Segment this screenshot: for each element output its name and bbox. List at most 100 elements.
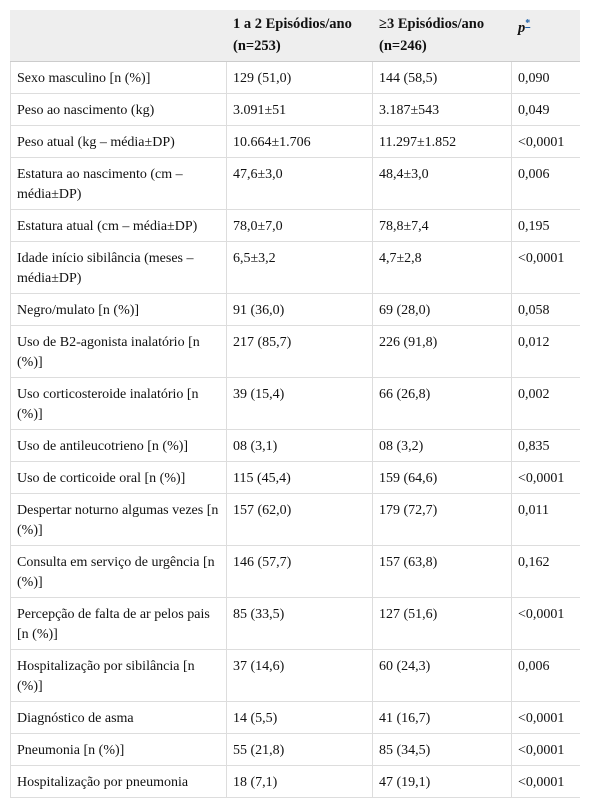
cell: 78,8±7,4 bbox=[372, 209, 512, 242]
cell: 127 (51,6) bbox=[372, 597, 512, 650]
row-label: Peso ao nascimento (kg) bbox=[10, 93, 227, 126]
table-row: Sexo masculino [n (%)] 129 (51,0) 144 (58,… bbox=[10, 61, 580, 94]
row-label: Consulta em serviço de urgência [n (%)] bbox=[10, 545, 227, 598]
cell: 0,049 bbox=[511, 93, 580, 126]
cell: 115 (45,4) bbox=[226, 461, 373, 494]
cell: 159 (64,6) bbox=[372, 461, 512, 494]
cell: 217 (85,7) bbox=[226, 325, 373, 378]
cell: 85 (34,5) bbox=[372, 733, 512, 766]
footnote-link[interactable]: * bbox=[525, 18, 531, 29]
cell: 0,002 bbox=[511, 377, 580, 430]
cell: 48,4±3,0 bbox=[372, 157, 512, 210]
cell: 146 (57,7) bbox=[226, 545, 373, 598]
cell: 85 (33,5) bbox=[226, 597, 373, 650]
header-line: (n=253) bbox=[233, 38, 281, 54]
cell: 41 (16,7) bbox=[372, 701, 512, 734]
cell: 0,011 bbox=[511, 493, 580, 546]
data-table: 1 a 2 Episódios/ano (n=253) ≥3 Episódios/a… bbox=[10, 10, 580, 798]
table-row: Idade início sibilância (meses – média±D… bbox=[10, 241, 580, 294]
header-line: ≥3 Episódios/ano bbox=[379, 16, 485, 32]
header-cell: ≥3 Episódios/ano (n=246) bbox=[372, 10, 512, 62]
cell: 91 (36,0) bbox=[226, 293, 373, 326]
table-row: Diagnóstico de asma 14 (5,5) 41 (16,7) <0,0… bbox=[10, 701, 580, 734]
table-body: Sexo masculino [n (%)] 129 (51,0) 144 (58,… bbox=[10, 61, 580, 798]
row-label: Hospitalização por sibilância [n (%)] bbox=[10, 649, 227, 702]
cell: 144 (58,5) bbox=[372, 61, 512, 94]
table-row: Hospitalização por pneumonia 18 (7,1) 47 (… bbox=[10, 765, 580, 798]
row-label: Uso de B2-agonista inalatório [n (%)] bbox=[10, 325, 227, 378]
cell: 0,835 bbox=[511, 429, 580, 462]
cell: 60 (24,3) bbox=[372, 649, 512, 702]
cell: <0,0001 bbox=[511, 701, 580, 734]
cell: 78,0±7,0 bbox=[226, 209, 373, 242]
row-label: Uso de corticoide oral [n (%)] bbox=[10, 461, 227, 494]
cell: 0,012 bbox=[511, 325, 580, 378]
table-row: Peso ao nascimento (kg) 3.091±51 3.187±543… bbox=[10, 93, 580, 126]
table-row: Percepção de falta de ar pelos pais [n (… bbox=[10, 597, 580, 650]
header-line: (n=246) bbox=[379, 38, 427, 54]
row-label: Sexo masculino [n (%)] bbox=[10, 61, 227, 94]
cell: 129 (51,0) bbox=[226, 61, 373, 94]
row-label: Uso de antileucotrieno [n (%)] bbox=[10, 429, 227, 462]
table-row: Negro/mulato [n (%)] 91 (36,0) 69 (28,0) 0,… bbox=[10, 293, 580, 326]
header-cell bbox=[10, 10, 227, 62]
table-row: Uso de B2-agonista inalatório [n (%)] 217… bbox=[10, 325, 580, 378]
row-label: Negro/mulato [n (%)] bbox=[10, 293, 227, 326]
row-label: Estatura ao nascimento (cm – média±DP) bbox=[10, 157, 227, 210]
table-row: Pneumonia [n (%)] 55 (21,8) 85 (34,5) <0,00… bbox=[10, 733, 580, 766]
table-row: Estatura ao nascimento (cm – média±DP) 47… bbox=[10, 157, 580, 210]
row-label: Despertar noturno algumas vezes [n (%)] bbox=[10, 493, 227, 546]
table-container: 1 a 2 Episódios/ano (n=253) ≥3 Episódios/a… bbox=[10, 10, 580, 800]
cell: 0,058 bbox=[511, 293, 580, 326]
header-row: 1 a 2 Episódios/ano (n=253) ≥3 Episódios/a… bbox=[10, 10, 580, 62]
cell: <0,0001 bbox=[511, 461, 580, 494]
cell: <0,0001 bbox=[511, 765, 580, 798]
cell: 0,006 bbox=[511, 157, 580, 210]
cell: 55 (21,8) bbox=[226, 733, 373, 766]
cell: 4,7±2,8 bbox=[372, 241, 512, 294]
header-cell: p* bbox=[511, 10, 580, 62]
cell: 08 (3,2) bbox=[372, 429, 512, 462]
cell: 3.187±543 bbox=[372, 93, 512, 126]
row-label: Uso corticosteroide inalatório [n (%)] bbox=[10, 377, 227, 430]
header-line: 1 a 2 Episódios/ano bbox=[233, 16, 352, 32]
cell: 18 (7,1) bbox=[226, 765, 373, 798]
cell: 69 (28,0) bbox=[372, 293, 512, 326]
cell: 157 (62,0) bbox=[226, 493, 373, 546]
cell: 47 (19,1) bbox=[372, 765, 512, 798]
cell: 39 (15,4) bbox=[226, 377, 373, 430]
row-label: Hospitalização por pneumonia bbox=[10, 765, 227, 798]
cell: 3.091±51 bbox=[226, 93, 373, 126]
row-label: Idade início sibilância (meses – média±D… bbox=[10, 241, 227, 294]
table-row: Despertar noturno algumas vezes [n (%)] 1… bbox=[10, 493, 580, 546]
cell: 0,006 bbox=[511, 649, 580, 702]
table-row: Uso de corticoide oral [n (%)] 115 (45,4)… bbox=[10, 461, 580, 494]
cell: 10.664±1.706 bbox=[226, 125, 373, 158]
row-label: Pneumonia [n (%)] bbox=[10, 733, 227, 766]
cell: 47,6±3,0 bbox=[226, 157, 373, 210]
cell: 179 (72,7) bbox=[372, 493, 512, 546]
cell: <0,0001 bbox=[511, 125, 580, 158]
table-header: 1 a 2 Episódios/ano (n=253) ≥3 Episódios/a… bbox=[10, 10, 580, 62]
table-row: Consulta em serviço de urgência [n (%)] 1… bbox=[10, 545, 580, 598]
row-label: Peso atual (kg – média±DP) bbox=[10, 125, 227, 158]
cell: <0,0001 bbox=[511, 241, 580, 294]
cell: <0,0001 bbox=[511, 597, 580, 650]
cell: 157 (63,8) bbox=[372, 545, 512, 598]
table-row: Uso de antileucotrieno [n (%)] 08 (3,1) 08… bbox=[10, 429, 580, 462]
cell: 6,5±3,2 bbox=[226, 241, 373, 294]
cell: 226 (91,8) bbox=[372, 325, 512, 378]
row-label: Percepção de falta de ar pelos pais [n (… bbox=[10, 597, 227, 650]
table-row: Estatura atual (cm – média±DP) 78,0±7,0 78… bbox=[10, 209, 580, 242]
cell: 0,162 bbox=[511, 545, 580, 598]
cell: 37 (14,6) bbox=[226, 649, 373, 702]
cell: 11.297±1.852 bbox=[372, 125, 512, 158]
p-label: p bbox=[518, 19, 526, 36]
cell: 0,195 bbox=[511, 209, 580, 242]
cell: 08 (3,1) bbox=[226, 429, 373, 462]
cell: <0,0001 bbox=[511, 733, 580, 766]
table-row: Uso corticosteroide inalatório [n (%)] 39… bbox=[10, 377, 580, 430]
cell: 0,090 bbox=[511, 61, 580, 94]
table-row: Peso atual (kg – média±DP) 10.664±1.706 11… bbox=[10, 125, 580, 158]
